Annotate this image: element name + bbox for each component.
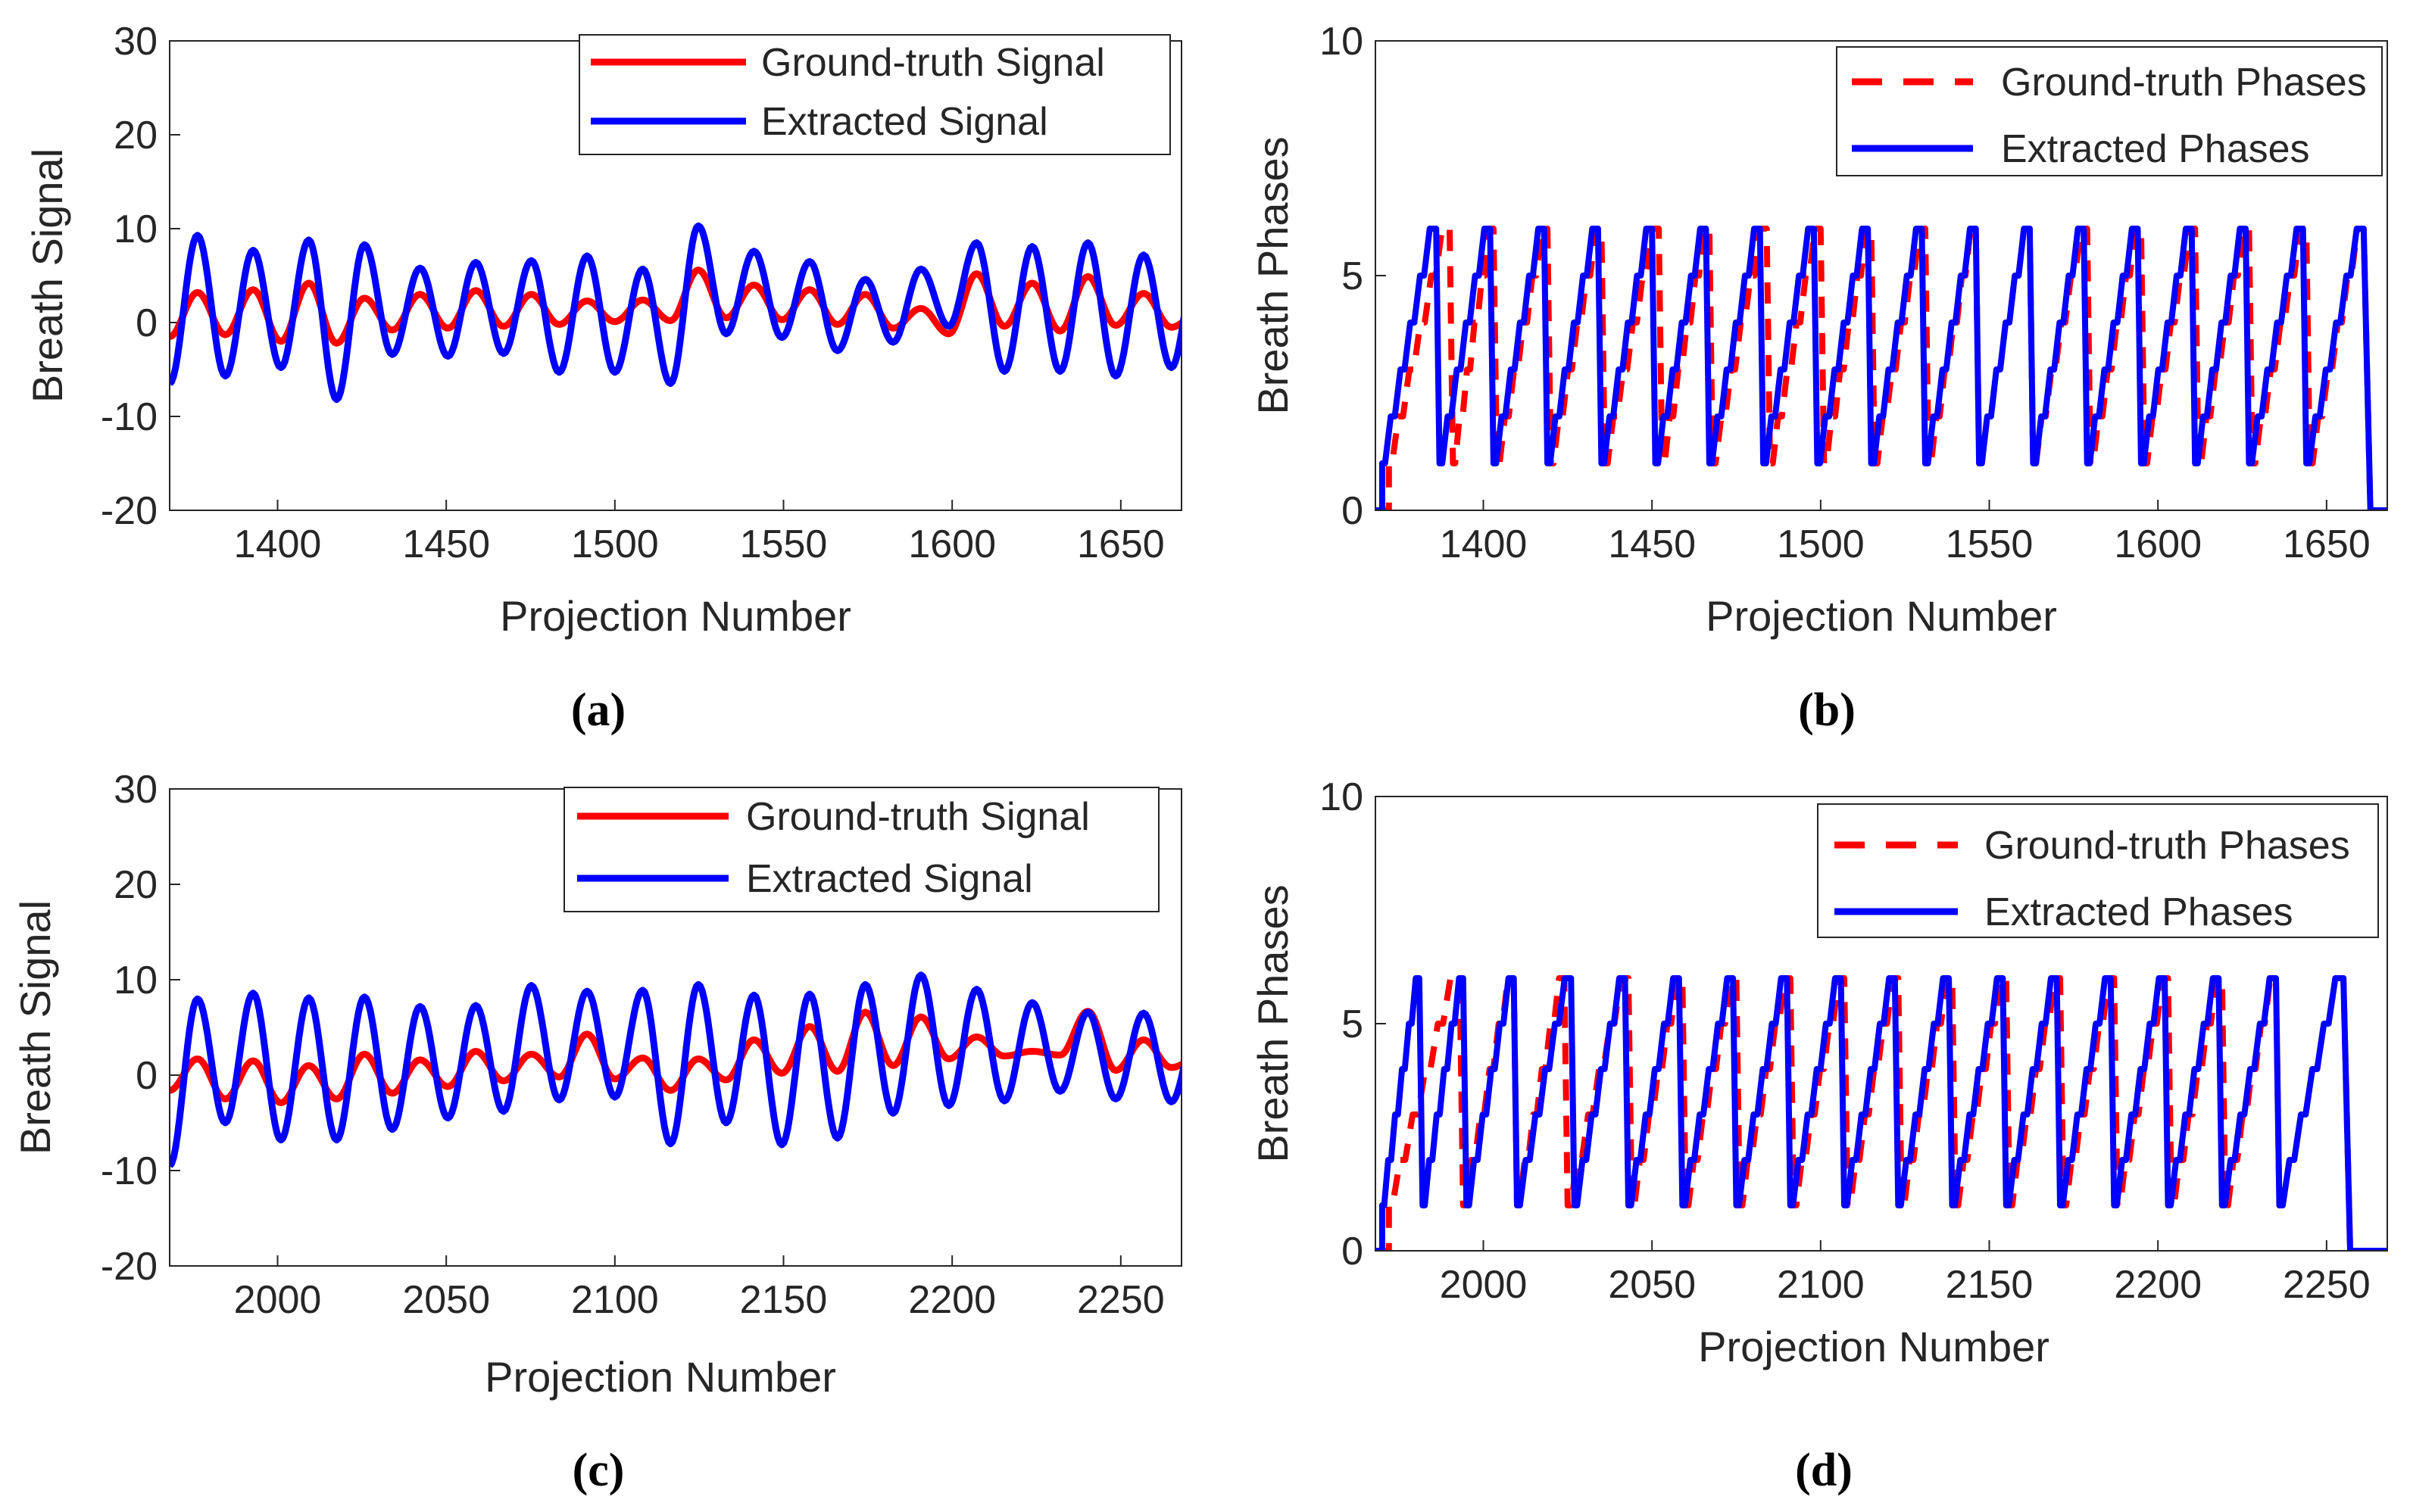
legend-label-extracted-a: Extracted Signal: [761, 100, 1048, 144]
y-axis-label-b: Breath Phases: [1249, 136, 1297, 414]
panel-label-d: (d): [1795, 1445, 1853, 1496]
legend-box-a: [579, 34, 1171, 155]
x-tick-label: 1400: [234, 522, 322, 566]
y-ticks-a: -20 -10 0 10 20 30: [101, 20, 180, 533]
x-tick-label: 1600: [2114, 522, 2202, 566]
legend-b: Ground-truth Phases Extracted Phases: [1836, 46, 2383, 176]
y-ticks-b: 0 5 10: [1319, 20, 1386, 533]
panel-c: -20 -10 0 10 20 30 2000 2050 2100 2150 2200 2250 P…: [11, 768, 1182, 1496]
legend-c: Ground-truth Signal Extracted Signal: [563, 787, 1160, 912]
legend-label-ground-truth-c: Ground-truth Signal: [746, 795, 1090, 839]
x-tick-label: 1600: [908, 522, 996, 566]
x-tick-label: 2000: [234, 1278, 322, 1322]
legend-label-extracted-b: Extracted Phases: [2001, 127, 2310, 171]
x-ticks-d: 2000 2050 2100 2150 2200 2250: [1440, 1240, 2371, 1307]
series-line-extracted: [1375, 226, 2387, 510]
legend-label-ground-truth-b: Ground-truth Phases: [2001, 61, 2367, 104]
series-d: [1375, 975, 2387, 1251]
y-tick-label: -20: [101, 489, 158, 533]
x-tick-label: 1450: [402, 522, 490, 566]
y-tick-label: 20: [114, 114, 158, 157]
y-tick-label: 30: [114, 768, 158, 812]
panel-label-b: (b): [1798, 684, 1856, 736]
legend-a: Ground-truth Signal Extracted Signal: [579, 34, 1171, 155]
x-tick-label: 2150: [740, 1278, 828, 1322]
x-tick-label: 1650: [1077, 522, 1165, 566]
legend-label-ground-truth-d: Ground-truth Phases: [1984, 824, 2350, 868]
x-ticks-a: 1400 1450 1500 1550 1600 1650: [234, 500, 1165, 566]
x-tick-label: 1650: [2283, 522, 2371, 566]
y-tick-label: 5: [1341, 1002, 1363, 1046]
series-c: [170, 971, 1182, 1168]
y-tick-label: 10: [114, 959, 158, 1002]
series-line-extracted: [170, 971, 1182, 1168]
x-axis-label-c: Projection Number: [485, 1353, 836, 1401]
series-a: [170, 222, 1182, 404]
x-axis-label-b: Projection Number: [1706, 592, 2057, 640]
x-tick-label: 2200: [908, 1278, 996, 1322]
legend-d: Ground-truth Phases Extracted Phases: [1817, 803, 2379, 938]
panel-d: 0 5 10 2000 2050 2100 2150 2200 2250 Projection…: [1249, 775, 2388, 1496]
y-ticks-d: 0 5 10: [1319, 775, 1386, 1274]
x-tick-label: 2100: [1777, 1263, 1865, 1307]
x-ticks-b: 1400 1450 1500 1550 1600 1650: [1440, 500, 2371, 566]
panel-label-c: (c): [573, 1445, 625, 1496]
y-tick-label: 10: [1319, 20, 1363, 64]
legend-label-ground-truth-a: Ground-truth Signal: [761, 41, 1105, 85]
x-tick-label: 1550: [1946, 522, 2034, 566]
y-tick-label: 10: [114, 207, 158, 251]
legend-box-c: [563, 787, 1160, 912]
x-tick-label: 2250: [1077, 1278, 1165, 1322]
x-axis-label-d: Projection Number: [1698, 1323, 2049, 1370]
y-tick-label: 0: [136, 301, 158, 345]
x-tick-label: 2050: [402, 1278, 490, 1322]
y-tick-label: 5: [1341, 254, 1363, 298]
axes-box-d: [1375, 796, 2388, 1252]
y-tick-label: -10: [101, 1149, 158, 1193]
x-tick-label: 1400: [1440, 522, 1528, 566]
legend-box-d: [1817, 803, 2379, 938]
legend-box-b: [1836, 46, 2383, 176]
y-tick-label: 20: [114, 863, 158, 907]
series-line-extracted: [1375, 975, 2387, 1251]
x-tick-label: 1500: [571, 522, 659, 566]
legend-label-extracted-c: Extracted Signal: [746, 857, 1033, 901]
panel-label-a: (a): [571, 684, 626, 736]
panel-b: 0 5 10 1400 1450 1500 1550 1600 1650 Projection…: [1249, 20, 2388, 736]
y-tick-label: -20: [101, 1245, 158, 1289]
x-tick-label: 2050: [1608, 1263, 1696, 1307]
x-tick-label: 2200: [2114, 1263, 2202, 1307]
x-axis-label-a: Projection Number: [500, 592, 851, 640]
x-tick-label: 2000: [1440, 1263, 1528, 1307]
axes-box-b: [1375, 40, 2388, 511]
x-tick-label: 1450: [1608, 522, 1696, 566]
x-tick-label: 1500: [1777, 522, 1865, 566]
x-tick-label: 2250: [2283, 1263, 2371, 1307]
y-axis-label-c: Breath Signal: [11, 900, 59, 1155]
y-tick-label: 0: [136, 1054, 158, 1098]
y-ticks-c: -20 -10 0 10 20 30: [101, 768, 180, 1289]
y-tick-label: 0: [1341, 1230, 1363, 1274]
y-tick-label: 30: [114, 20, 158, 64]
y-axis-label-a: Breath Signal: [23, 148, 71, 403]
x-tick-label: 2100: [571, 1278, 659, 1322]
y-tick-label: 10: [1319, 775, 1363, 819]
legend-label-extracted-d: Extracted Phases: [1984, 890, 2293, 934]
y-tick-label: 0: [1341, 489, 1363, 533]
x-tick-label: 1550: [740, 522, 828, 566]
panel-a: -20 -10 0 10 20 30 1400 1450 1500 1550 1600 1650 P…: [23, 20, 1182, 736]
y-axis-label-d: Breath Phases: [1249, 884, 1297, 1162]
series-b: [1375, 226, 2387, 510]
x-tick-label: 2150: [1946, 1263, 2034, 1307]
series-line-extracted: [170, 222, 1182, 404]
y-tick-label: -10: [101, 395, 158, 439]
x-ticks-c: 2000 2050 2100 2150 2200 2250: [234, 1255, 1165, 1322]
